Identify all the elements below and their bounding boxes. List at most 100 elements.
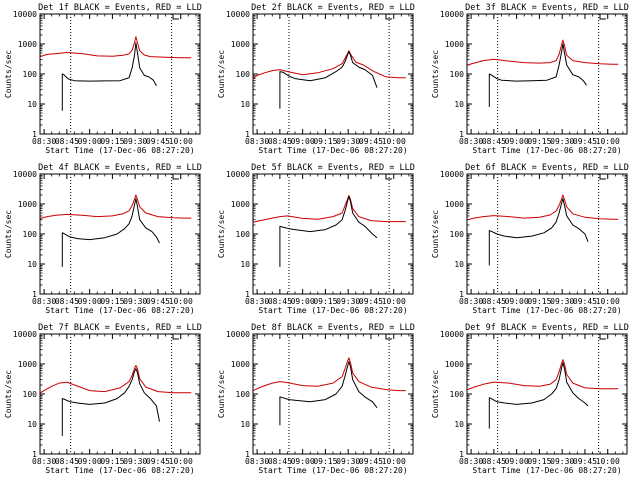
series-events-line [279,361,378,426]
y-tick-label: 10000 [440,170,464,179]
y-tick-label: 1000 [445,360,464,369]
y-tick-label: 1000 [18,360,37,369]
chart-panel-3: Det 3f BLACK = Events, RED = LLD 1 10 100 10… [431,3,629,155]
x-tick-label: 09:30 [123,457,147,466]
series-lld-line [40,36,192,59]
x-axis-label: Start Time (17-Dec-06 08:27:20) [258,466,407,475]
y-tick-label: 10000 [226,170,250,179]
y-tick-label: 100 [450,230,465,239]
x-tick-label: 10:00 [169,297,193,306]
x-tick-label: 09:15 [527,457,551,466]
x-tick-label: 08:45 [55,297,79,306]
y-axis-label: Counts/sec [431,50,440,98]
x-tick-label: 08:45 [482,137,506,146]
chart-panel-2: Det 2f BLACK = Events, RED = LLD 1 10 100 10… [217,3,415,155]
x-tick-label: 08:30 [459,457,483,466]
series-lld-line [40,364,192,394]
plot-corner-marker [172,14,179,20]
x-tick-label: 08:30 [245,457,269,466]
x-axis-label: Start Time (17-Dec-06 08:27:20) [45,306,194,315]
x-tick-label: 09:45 [573,137,597,146]
series-events-line [61,368,160,436]
x-tick-label: 10:00 [382,297,406,306]
y-tick-label: 1 [245,450,250,459]
plot-frame [39,13,201,135]
x-tick-label: 09:00 [291,297,315,306]
y-tick-label: 100 [236,70,251,79]
y-axis-label: Counts/sec [217,210,226,258]
series-events-line [61,42,157,111]
x-tick-label: 09:15 [100,457,124,466]
x-tick-label: 09:00 [505,297,529,306]
chart-title: Det 1f BLACK = Events, RED = LLD [38,3,202,13]
x-tick-label: 09:30 [336,297,360,306]
x-tick-label: 09:45 [573,457,597,466]
y-tick-label: 1000 [231,360,250,369]
x-tick-label: 09:30 [123,297,147,306]
x-tick-label: 09:15 [100,297,124,306]
x-tick-label: 08:45 [268,457,292,466]
y-tick-label: 100 [23,390,38,399]
x-tick-label: 09:30 [336,457,360,466]
y-tick-label: 100 [23,70,38,79]
y-tick-label: 10 [27,260,37,269]
x-tick-label: 09:30 [550,457,574,466]
series-lld-line [467,359,619,391]
x-tick-label: 08:30 [459,137,483,146]
plot-frame [466,173,628,295]
y-tick-label: 1 [245,130,250,139]
x-tick-label: 09:45 [573,297,597,306]
y-tick-label: 10 [454,100,464,109]
y-tick-label: 10 [27,100,37,109]
series-events-line [488,362,589,429]
chart-title: Det 4f BLACK = Events, RED = LLD [38,163,202,173]
y-tick-label: 100 [236,230,251,239]
y-tick-label: 1 [32,290,37,299]
y-tick-label: 1 [245,290,250,299]
chart-panel-8: Det 8f BLACK = Events, RED = LLD 1 10 100 10… [217,323,415,475]
y-tick-label: 10000 [226,330,250,339]
x-tick-label: 10:00 [169,457,193,466]
series-lld-line [467,194,619,221]
y-axis-label: Counts/sec [217,370,226,418]
x-tick-label: 09:15 [527,137,551,146]
y-axis-label: Counts/sec [4,370,13,418]
x-axis-label: Start Time (17-Dec-06 08:27:20) [472,146,621,155]
plot-corner-marker [172,334,179,340]
x-tick-label: 09:15 [100,137,124,146]
y-axis-label: Counts/sec [431,210,440,258]
x-tick-label: 09:30 [550,137,574,146]
x-tick-label: 09:45 [146,297,170,306]
x-tick-label: 09:30 [336,137,360,146]
series-lld-line [40,194,192,219]
x-tick-label: 09:30 [550,297,574,306]
x-tick-label: 10:00 [382,137,406,146]
y-tick-label: 100 [236,390,251,399]
y-tick-label: 10 [240,420,250,429]
y-tick-label: 10000 [440,10,464,19]
y-tick-label: 1 [459,290,464,299]
y-tick-label: 10 [27,420,37,429]
y-tick-label: 10 [240,100,250,109]
x-tick-label: 09:15 [313,137,337,146]
y-tick-label: 10 [454,420,464,429]
x-axis-label: Start Time (17-Dec-06 08:27:20) [45,466,194,475]
y-tick-label: 10000 [13,330,37,339]
x-tick-label: 09:45 [146,457,170,466]
x-tick-label: 08:30 [245,137,269,146]
series-lld-line [253,357,406,392]
chart-panel-4: Det 4f BLACK = Events, RED = LLD 1 10 100 10… [4,163,202,315]
plot-corner-marker [172,174,179,180]
series-events-line [61,198,160,267]
y-axis-label: Counts/sec [431,370,440,418]
y-tick-label: 1000 [445,40,464,49]
chart-panel-6: Det 6f BLACK = Events, RED = LLD 1 10 100 10… [431,163,629,315]
chart-title: Det 8f BLACK = Events, RED = LLD [251,323,415,333]
x-tick-label: 09:45 [359,297,383,306]
x-tick-label: 09:00 [291,137,315,146]
chart-panel-1: Det 1f BLACK = Events, RED = LLD 1 10 100 10… [4,3,202,155]
x-axis-label: Start Time (17-Dec-06 08:27:20) [472,306,621,315]
x-tick-label: 08:45 [268,297,292,306]
chart-panel-9: Det 9f BLACK = Events, RED = LLD 1 10 100 10… [431,323,629,475]
